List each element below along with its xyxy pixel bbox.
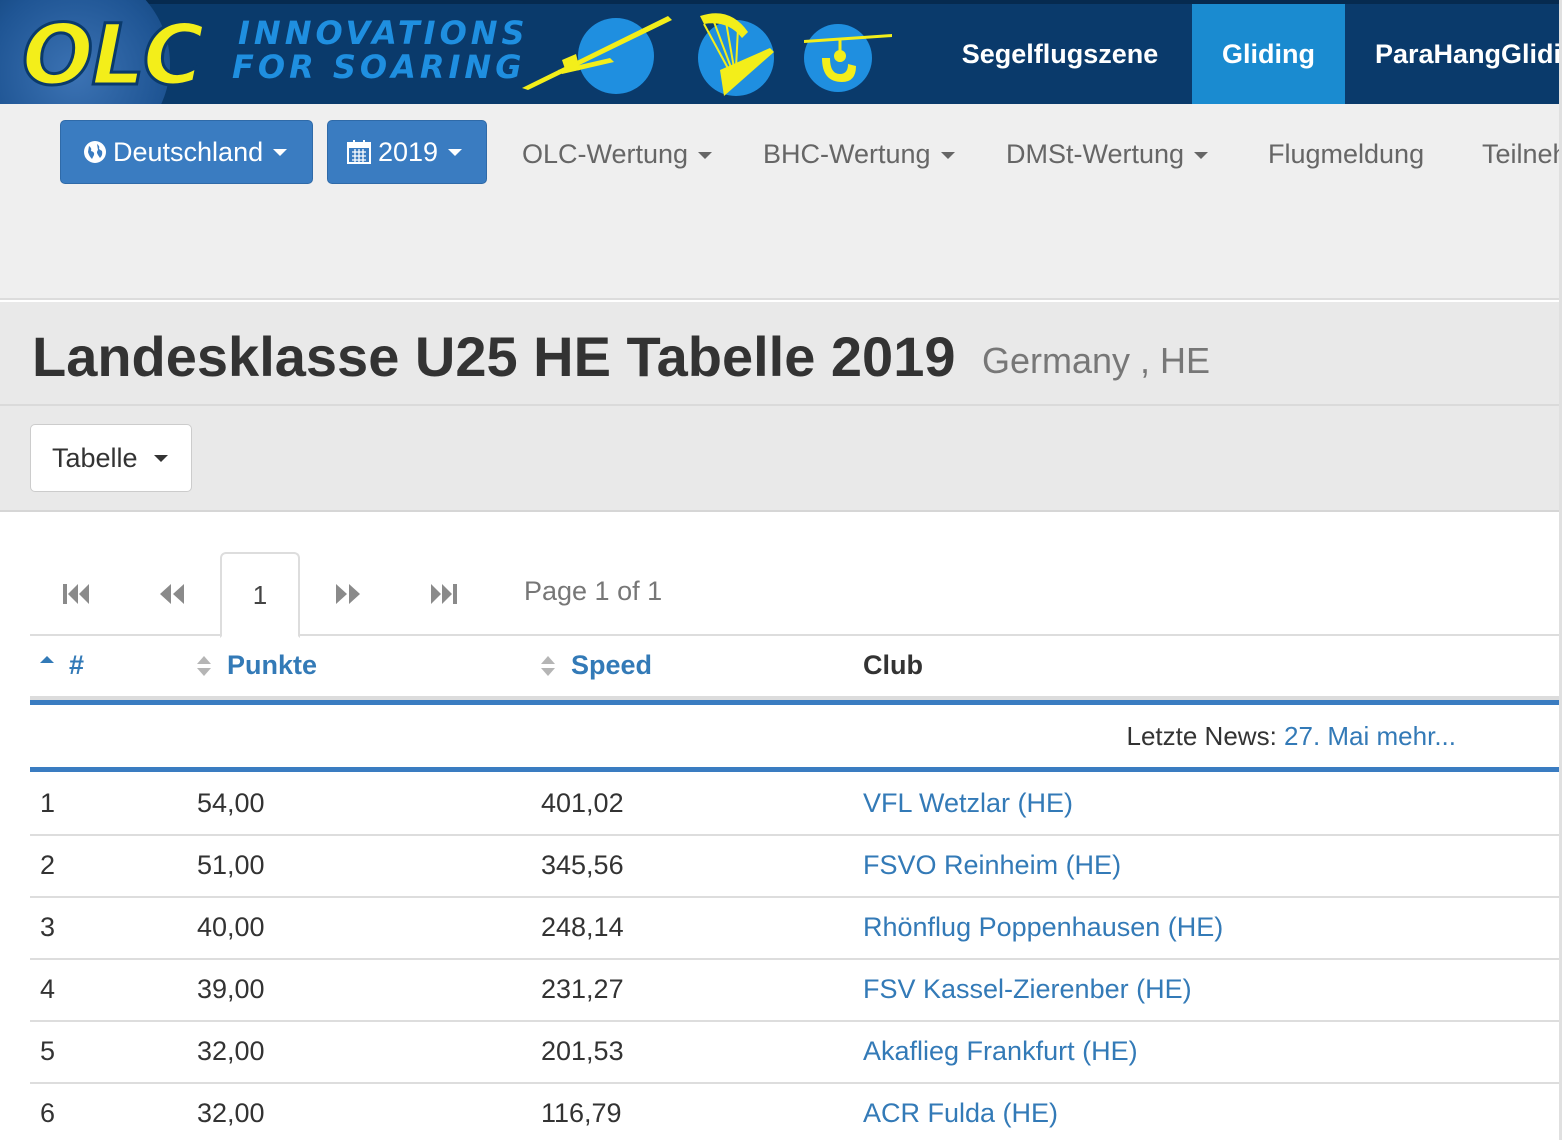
view-dropdown-label: Tabelle [52, 442, 138, 473]
table-row: 4 39,00 231,27 FSV Kassel-Zierenber (HE) [30, 960, 1562, 1022]
page-title: Landesklasse U25 HE Tabelle 2019 [32, 325, 956, 388]
view-dropdown[interactable]: Tabelle [30, 424, 192, 492]
page-1-button[interactable]: 1 [220, 552, 300, 638]
cell-speed: 116,79 [541, 1098, 622, 1128]
table-divider [30, 700, 1562, 705]
menu-label: DMSt-Wertung [1006, 139, 1185, 169]
first-page-icon [63, 584, 89, 604]
top-banner: OLC INNOVATIONS FOR SOARING Segelflug [0, 0, 1562, 104]
paraglider-icon [698, 13, 774, 96]
glider-icon [522, 16, 672, 94]
banner-edge [0, 0, 1562, 4]
table-header: # Punkte Speed Club [30, 636, 1562, 700]
globe-graphic [0, 0, 170, 104]
nav-parahanggliding[interactable]: ParaHangGliding [1375, 38, 1562, 69]
table-row: 6 32,00 116,79 ACR Fulda (HE) [30, 1084, 1562, 1146]
cell-rank: 2 [40, 850, 56, 880]
cell-points: 40,00 [197, 912, 265, 942]
table-row: 1 54,00 401,02 VFL Wetzlar (HE) [30, 774, 1562, 836]
prev-page-icon [160, 584, 184, 604]
cell-club-link[interactable]: FSVO Reinheim (HE) [863, 850, 1122, 880]
sort-icon [541, 656, 555, 676]
year-label: 2019 [378, 136, 439, 167]
cell-points: 51,00 [197, 850, 265, 880]
cell-club-link[interactable]: ACR Fulda (HE) [863, 1098, 1059, 1128]
cell-points: 32,00 [197, 1098, 265, 1128]
news-label: Letzte News: [1126, 721, 1277, 751]
year-dropdown[interactable]: 2019 [327, 120, 487, 184]
view-selector-band: Tabelle [0, 406, 1562, 512]
cell-rank: 4 [40, 974, 56, 1004]
cell-speed: 345,56 [541, 850, 624, 880]
globe-icon [84, 141, 106, 163]
menu-teilnehmer[interactable]: Teilnehmer [1482, 139, 1562, 169]
cell-rank: 1 [40, 788, 56, 818]
nav-gliding[interactable]: Gliding [1192, 4, 1345, 104]
hangglider-icon [804, 24, 892, 92]
next-page-icon [336, 584, 360, 604]
cell-club-link[interactable]: Akaflieg Frankfurt (HE) [863, 1036, 1138, 1066]
cell-points: 54,00 [197, 788, 265, 818]
first-page-button[interactable] [44, 552, 108, 636]
column-speed[interactable]: Speed [571, 650, 653, 680]
chevron-down-icon [1194, 152, 1209, 160]
cell-speed: 248,14 [541, 912, 624, 942]
page-subtitle: Germany , HE [982, 340, 1211, 381]
logo-tagline: INNOVATIONS FOR SOARING [232, 14, 529, 84]
tagline-line2: FOR SOARING [232, 48, 526, 86]
column-rank[interactable]: # [69, 650, 85, 680]
latest-news: Letzte News: 27. Mai mehr... [1127, 721, 1457, 752]
olc-logo[interactable]: OLC INNOVATIONS FOR SOARING [0, 0, 900, 104]
secondary-nav: Deutschland 2019 OLC-Wertung BHC-Wertung… [0, 104, 1562, 300]
last-page-icon [431, 584, 457, 604]
table-row: 5 32,00 201,53 Akaflieg Frankfurt (HE) [30, 1022, 1562, 1084]
calendar-icon [347, 140, 371, 164]
cell-club-link[interactable]: FSV Kassel-Zierenber (HE) [863, 974, 1192, 1004]
column-punkte[interactable]: Punkte [227, 650, 318, 680]
table-divider [30, 767, 1562, 772]
cell-speed: 231,27 [541, 974, 624, 1004]
page-info: Page 1 of 1 [524, 576, 663, 606]
title-band: Landesklasse U25 HE Tabelle 2019 Germany… [0, 302, 1562, 406]
cell-club-link[interactable]: Rhönflug Poppenhausen (HE) [863, 912, 1224, 942]
cell-speed: 201,53 [541, 1036, 624, 1066]
cell-club-link[interactable]: VFL Wetzlar (HE) [863, 788, 1074, 818]
chevron-down-icon [273, 148, 288, 156]
chevron-down-icon [940, 152, 955, 160]
sort-ascending-icon [40, 656, 54, 663]
cell-speed: 401,02 [541, 788, 624, 818]
news-row: Letzte News: 27. Mai mehr... [30, 705, 1562, 767]
logo-text: OLC [21, 6, 207, 104]
column-club: Club [863, 650, 923, 680]
chevron-down-icon [153, 454, 168, 462]
table-row: 2 51,00 345,56 FSVO Reinheim (HE) [30, 836, 1562, 898]
table-row: 3 40,00 248,14 Rhönflug Poppenhausen (HE… [30, 898, 1562, 960]
menu-bhc-wertung[interactable]: BHC-Wertung [763, 134, 955, 174]
menu-label: BHC-Wertung [763, 139, 931, 169]
next-page-button[interactable] [316, 552, 380, 636]
cell-points: 39,00 [197, 974, 265, 1004]
menu-flugmeldung[interactable]: Flugmeldung [1268, 139, 1425, 169]
menu-olc-wertung[interactable]: OLC-Wertung [522, 134, 713, 174]
cell-rank: 6 [40, 1098, 56, 1128]
chevron-down-icon [698, 152, 713, 160]
cell-rank: 3 [40, 912, 56, 942]
news-link[interactable]: 27. Mai mehr... [1284, 721, 1456, 751]
pagination: 1 Page 1 of 1 [30, 552, 1562, 638]
tagline-line1: INNOVATIONS [238, 14, 529, 52]
prev-page-button[interactable] [140, 552, 204, 636]
sort-icon [197, 656, 211, 676]
menu-dmst-wertung[interactable]: DMSt-Wertung [1006, 134, 1209, 174]
window-edge [1559, 0, 1562, 1140]
country-label: Deutschland [113, 136, 264, 167]
nav-segelflugszene[interactable]: Segelflugszene [961, 38, 1159, 69]
country-dropdown[interactable]: Deutschland [60, 120, 313, 184]
menu-label: OLC-Wertung [522, 139, 689, 169]
cell-rank: 5 [40, 1036, 56, 1066]
chevron-down-icon [448, 148, 463, 156]
last-page-button[interactable] [412, 552, 476, 636]
cell-points: 32,00 [197, 1036, 265, 1066]
